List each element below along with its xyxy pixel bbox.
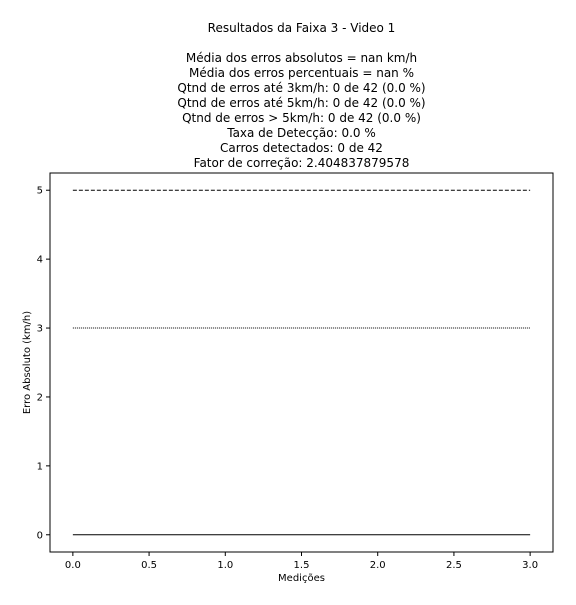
x-tick-label: 1.5 <box>294 560 310 571</box>
y-axis-ticks: 0 1 2 3 4 5 <box>37 186 50 541</box>
y-axis-label: Erro Absoluto (km/h) <box>22 311 33 414</box>
x-tick-label: 0.0 <box>65 560 81 571</box>
y-tick-label: 5 <box>37 186 43 197</box>
x-axis-ticks: 0.0 0.5 1.0 1.5 2.0 2.5 3.0 <box>65 552 538 571</box>
y-tick-label: 3 <box>37 324 43 335</box>
x-tick-label: 2.0 <box>370 560 386 571</box>
x-tick-label: 2.5 <box>446 560 462 571</box>
title-line: Resultados da Faixa 3 - Video 1 <box>208 21 396 35</box>
chart-title: Resultados da Faixa 3 - Video 1 Média dos… <box>177 21 425 170</box>
title-line: Taxa de Detecção: 0.0 % <box>226 126 376 140</box>
title-line: Média dos erros percentuais = nan % <box>189 66 414 80</box>
title-line: Qtnd de erros > 5km/h: 0 de 42 (0.0 %) <box>182 111 421 125</box>
y-tick-label: 0 <box>37 530 43 541</box>
title-line: Carros detectados: 0 de 42 <box>220 141 383 155</box>
x-axis-label: Medições <box>278 573 325 584</box>
title-line: Média dos erros absolutos = nan km/h <box>186 51 417 65</box>
plot-frame <box>49 172 554 553</box>
x-tick-label: 3.0 <box>522 560 538 571</box>
series-group <box>72 189 531 536</box>
title-line: Qtnd de erros até 3km/h: 0 de 42 (0.0 %) <box>177 81 425 95</box>
title-line: Fator de correção: 2.404837879578 <box>194 156 410 170</box>
y-tick-label: 1 <box>37 461 43 472</box>
y-tick-label: 4 <box>37 255 43 266</box>
y-tick-label: 2 <box>37 392 43 403</box>
x-tick-label: 0.5 <box>141 560 157 571</box>
title-line: Qtnd de erros até 5km/h: 0 de 42 (0.0 %) <box>177 96 425 110</box>
x-tick-label: 1.0 <box>217 560 233 571</box>
